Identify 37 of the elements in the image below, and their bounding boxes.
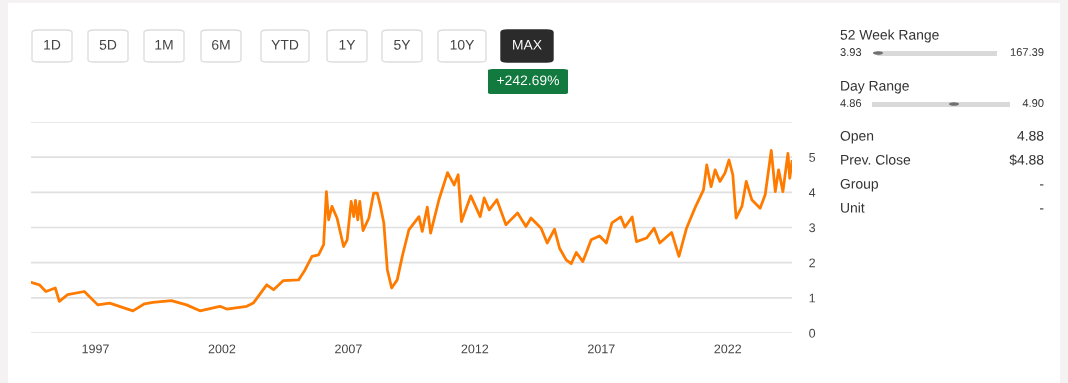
text: 4.88 [1017, 130, 1044, 141]
x-tick-label: 2002 [208, 344, 236, 354]
text: 1Y [339, 40, 356, 50]
text: MAX [513, 40, 542, 50]
text: Prev. Close [841, 154, 911, 165]
text: Unit [841, 202, 865, 213]
y-tick-label: 1 [809, 293, 816, 303]
y-tick-label: 4 [808, 188, 816, 197]
text: 1D [44, 40, 61, 50]
text: 5D [99, 40, 117, 50]
y-tick-label: 5 [809, 153, 816, 162]
text: 5Y [394, 40, 411, 50]
text: +242.69% [497, 75, 559, 86]
text: - [1039, 184, 1044, 186]
y-tick-label: 3 [809, 223, 816, 233]
line-series [31, 149, 792, 313]
text: 1M [155, 40, 173, 50]
text: 4.90 [1022, 99, 1044, 107]
text: 52 Week Range [840, 29, 939, 43]
x-tick-label: 2007 [335, 344, 362, 354]
x-tick-label: 1997 [82, 344, 109, 354]
text: 167.39 [1010, 48, 1044, 56]
text: 4.86 [840, 99, 862, 107]
text: 6M [212, 39, 230, 50]
text: $4.88 [1009, 154, 1044, 166]
text: 10Y [450, 39, 475, 50]
text: YTD [271, 40, 299, 50]
text: Day Range [841, 81, 909, 94]
text: Open [840, 130, 874, 144]
y-tick-label: 0 [809, 328, 816, 338]
text: - [1039, 208, 1044, 210]
y-tick-label: 2 [809, 258, 815, 268]
text: Group [840, 178, 879, 192]
x-tick-label: 2012 [461, 344, 489, 354]
text: 3.93 [840, 48, 862, 56]
x-tick-label: 2022 [714, 344, 742, 354]
x-tick-label: 2017 [588, 344, 615, 354]
